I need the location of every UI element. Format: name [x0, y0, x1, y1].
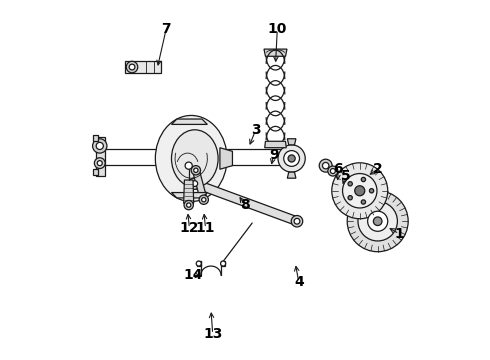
- Text: 1: 1: [394, 227, 404, 241]
- Text: 11: 11: [196, 221, 215, 235]
- Text: 3: 3: [251, 123, 261, 137]
- Circle shape: [288, 155, 295, 162]
- Polygon shape: [196, 261, 201, 266]
- Circle shape: [348, 182, 352, 186]
- Text: 6: 6: [333, 162, 343, 176]
- Polygon shape: [93, 169, 98, 175]
- Circle shape: [97, 161, 102, 166]
- Circle shape: [93, 139, 107, 153]
- Circle shape: [129, 64, 135, 70]
- Circle shape: [185, 162, 192, 169]
- Circle shape: [196, 261, 201, 266]
- Circle shape: [278, 145, 305, 172]
- Polygon shape: [172, 119, 207, 125]
- Circle shape: [191, 166, 200, 175]
- Circle shape: [194, 168, 198, 172]
- Text: 9: 9: [269, 148, 278, 162]
- Polygon shape: [192, 169, 208, 201]
- Circle shape: [192, 181, 197, 186]
- Text: 14: 14: [183, 268, 203, 282]
- Circle shape: [330, 168, 335, 174]
- Text: 7: 7: [161, 22, 171, 36]
- Polygon shape: [221, 261, 225, 266]
- Circle shape: [294, 219, 300, 224]
- Text: 12: 12: [180, 221, 199, 235]
- Ellipse shape: [155, 116, 227, 202]
- Text: 10: 10: [268, 22, 287, 36]
- Text: 4: 4: [294, 275, 304, 289]
- Polygon shape: [172, 193, 207, 198]
- Circle shape: [126, 61, 138, 73]
- Text: 5: 5: [341, 170, 350, 183]
- Circle shape: [96, 142, 103, 149]
- Circle shape: [184, 201, 194, 210]
- Polygon shape: [194, 180, 298, 225]
- Text: 8: 8: [240, 198, 250, 212]
- Circle shape: [220, 261, 225, 266]
- Polygon shape: [220, 148, 232, 169]
- Circle shape: [328, 166, 338, 176]
- Text: 13: 13: [203, 327, 222, 341]
- Polygon shape: [125, 60, 161, 73]
- Circle shape: [368, 211, 388, 231]
- Circle shape: [291, 216, 303, 227]
- Circle shape: [361, 177, 366, 182]
- Circle shape: [369, 189, 374, 193]
- Polygon shape: [93, 135, 98, 140]
- Polygon shape: [287, 139, 296, 145]
- Text: 2: 2: [373, 162, 383, 176]
- Ellipse shape: [172, 130, 218, 187]
- Circle shape: [373, 217, 382, 226]
- Polygon shape: [287, 172, 296, 178]
- Circle shape: [187, 203, 191, 207]
- Circle shape: [199, 195, 208, 204]
- Circle shape: [348, 195, 352, 200]
- Circle shape: [284, 150, 299, 166]
- Circle shape: [347, 191, 408, 252]
- Polygon shape: [184, 180, 194, 203]
- Circle shape: [358, 202, 397, 241]
- Polygon shape: [265, 141, 286, 148]
- Circle shape: [189, 178, 200, 189]
- Circle shape: [355, 186, 365, 196]
- Circle shape: [322, 162, 329, 169]
- Circle shape: [201, 198, 206, 202]
- Circle shape: [343, 174, 377, 208]
- Polygon shape: [96, 137, 105, 176]
- Circle shape: [361, 200, 366, 204]
- Circle shape: [332, 163, 388, 219]
- Circle shape: [319, 159, 332, 172]
- Circle shape: [95, 158, 105, 168]
- Polygon shape: [264, 49, 287, 56]
